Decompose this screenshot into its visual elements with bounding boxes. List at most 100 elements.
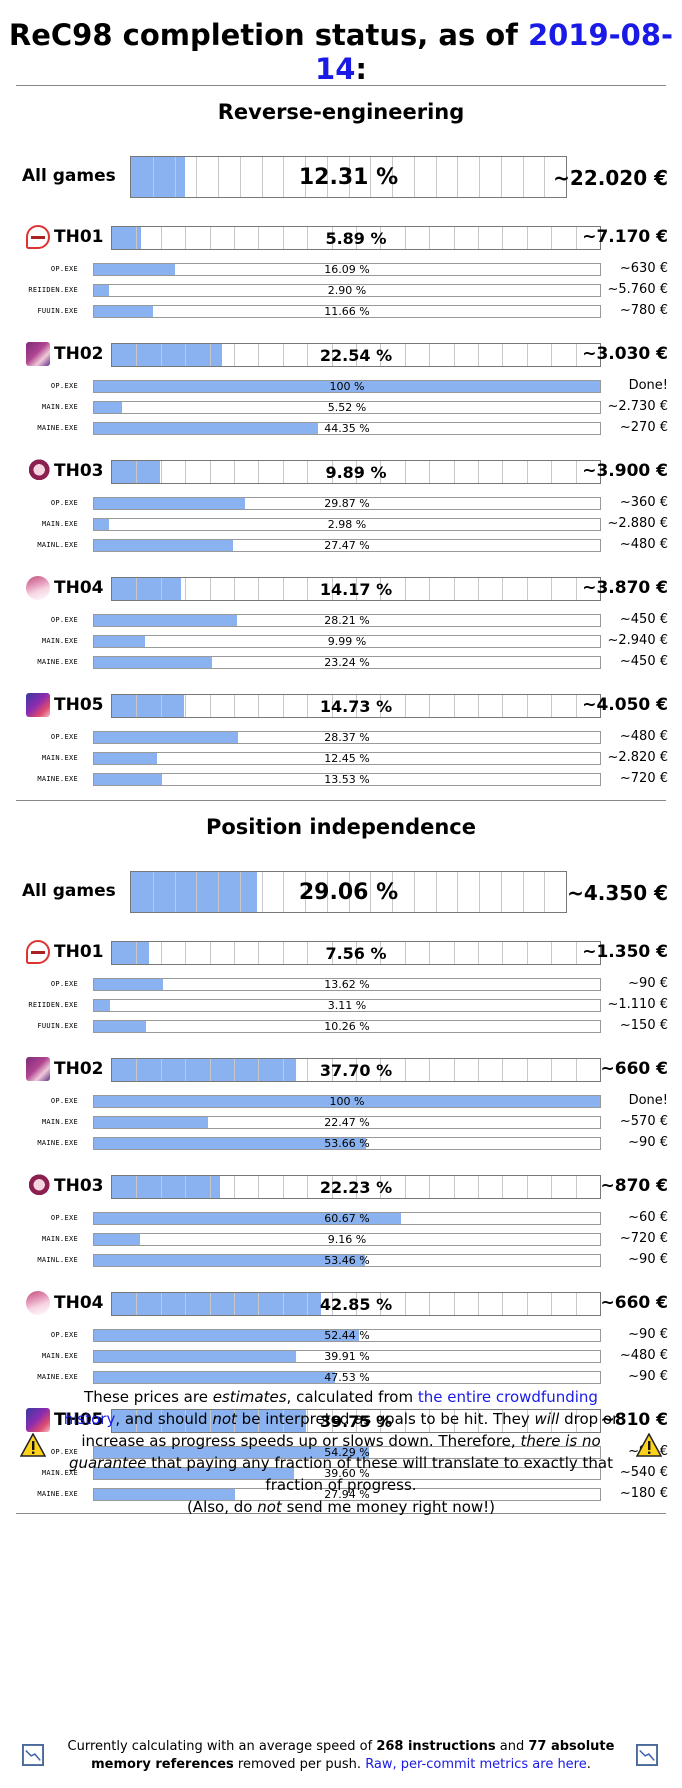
progress-percent: 27.47 % [324, 539, 370, 552]
exe-progress-bar: 52.44 % [93, 1329, 601, 1342]
section-divider [16, 1513, 666, 1514]
exe-progress-bar: 53.46 % [93, 1254, 601, 1267]
progress-percent: 22.54 % [319, 345, 393, 365]
exe-price: ~480 € [619, 537, 668, 552]
section-divider [16, 85, 666, 86]
exe-label: OP.EXE [50, 1214, 78, 1222]
game-label-th01: TH01 [26, 940, 103, 964]
th03-character-icon [26, 1174, 50, 1198]
exe-label: REIIDEN.EXE [28, 286, 78, 294]
exe-price: ~2.820 € [607, 750, 668, 765]
progress-fill [94, 402, 122, 413]
progress-percent: 22.23 % [319, 1177, 393, 1197]
game-price: ~870 € [600, 1176, 668, 1196]
game-label-th02: TH02 [26, 342, 103, 366]
per-commit-metrics-link[interactable]: Raw, per-commit metrics are here [365, 1757, 587, 1772]
progress-percent: 47.53 % [324, 1371, 370, 1384]
exe-label: MAINL.EXE [37, 1256, 78, 1264]
exe-price: ~90 € [628, 1327, 668, 1342]
all-games-price: ~22.020 € [553, 166, 668, 190]
exe-progress-bar: 39.91 % [93, 1350, 601, 1363]
progress-percent: 2.90 % [327, 284, 367, 297]
status-date-link[interactable]: 2019-08-14 [315, 18, 674, 86]
progress-fill [112, 942, 149, 964]
progress-fill [94, 285, 109, 296]
exe-price: ~1.110 € [607, 997, 668, 1012]
progress-percent: 39.75 % [319, 1411, 393, 1431]
th05-character-icon [26, 1408, 50, 1432]
progress-percent: 9.99 % [327, 635, 367, 648]
progress-fill [94, 1000, 110, 1011]
progress-percent: 29.87 % [324, 497, 370, 510]
progress-fill [94, 979, 163, 990]
exe-price: Done! [628, 378, 668, 393]
th04-character-icon [26, 576, 50, 600]
game-name: TH01 [54, 227, 104, 247]
progress-percent: 3.11 % [327, 999, 367, 1012]
game-price: ~7.170 € [582, 227, 668, 247]
progress-percent: 5.52 % [327, 401, 367, 414]
game-label-th01: TH01 [26, 225, 103, 249]
exe-progress-bar: 10.26 % [93, 1020, 601, 1033]
exe-label: MAIN.EXE [41, 1469, 78, 1477]
progress-fill [94, 1447, 369, 1458]
exe-label: MAINE.EXE [37, 424, 78, 432]
progress-percent: 2.98 % [327, 518, 367, 531]
progress-fill [94, 1255, 365, 1266]
progress-percent: 100 % [329, 1095, 365, 1108]
progress-percent: 44.35 % [324, 422, 370, 435]
progress-fill [94, 423, 319, 434]
exe-progress-bar: 13.62 % [93, 978, 601, 991]
line-chart-icon [22, 1744, 44, 1766]
progress-percent: 53.46 % [324, 1254, 370, 1267]
game-label-th04: TH04 [26, 1291, 103, 1315]
game-progress-bar: 9.89 % [111, 460, 601, 484]
game-progress-bar: 22.54 % [111, 343, 601, 367]
exe-price: Done! [628, 1093, 668, 1108]
exe-label: MAIN.EXE [41, 1118, 78, 1126]
exe-progress-bar: 16.09 % [93, 263, 601, 276]
progress-percent: 5.89 % [325, 228, 387, 248]
th02-character-icon [26, 1057, 50, 1081]
all-games-progress-bar: 12.31 % [130, 156, 567, 198]
exe-price: ~2.940 € [607, 633, 668, 648]
progress-percent: 13.53 % [324, 773, 370, 786]
progress-percent: 9.89 % [325, 462, 387, 482]
exe-progress-bar: 12.45 % [93, 752, 601, 765]
exe-price: ~720 € [619, 1231, 668, 1246]
progress-fill [94, 1372, 335, 1383]
game-name: TH04 [54, 1293, 104, 1313]
exe-label: MAIN.EXE [41, 754, 78, 762]
exe-price: ~360 € [619, 495, 668, 510]
warning-icon [20, 1433, 46, 1457]
exe-progress-bar: 53.66 % [93, 1137, 601, 1150]
footer-text: Currently calculating with an average sp… [67, 1739, 615, 1772]
crowdfunding-history-link[interactable]: the entire crowdfunding history [63, 1388, 598, 1428]
progress-fill [94, 657, 212, 668]
game-price: ~660 € [600, 1293, 668, 1313]
game-progress-bar: 42.85 % [111, 1292, 601, 1316]
warning-icon [636, 1433, 662, 1457]
th04-character-icon [26, 1291, 50, 1315]
exe-progress-bar: 13.53 % [93, 773, 601, 786]
exe-progress-bar: 47.53 % [93, 1371, 601, 1384]
exe-label: MAIN.EXE [41, 1235, 78, 1243]
progress-percent: 100 % [329, 380, 365, 393]
exe-label: MAINE.EXE [37, 658, 78, 666]
progress-percent: 23.24 % [324, 656, 370, 669]
exe-label: OP.EXE [50, 265, 78, 273]
section-title: Reverse-engineering [217, 100, 465, 124]
game-label-th04: TH04 [26, 576, 103, 600]
progress-fill [94, 1138, 366, 1149]
progress-percent: 54.29 % [324, 1446, 370, 1459]
progress-percent: 22.47 % [324, 1116, 370, 1129]
progress-percent: 7.56 % [325, 943, 387, 963]
exe-label: REIIDEN.EXE [28, 1001, 78, 1009]
progress-fill [112, 1293, 322, 1315]
progress-fill [94, 753, 157, 764]
game-label-th05: TH05 [26, 1408, 103, 1432]
progress-percent: 42.85 % [319, 1294, 393, 1314]
game-name: TH02 [54, 344, 104, 364]
game-progress-bar: 14.73 % [111, 694, 601, 718]
exe-progress-bar: 100 % [93, 1095, 601, 1108]
